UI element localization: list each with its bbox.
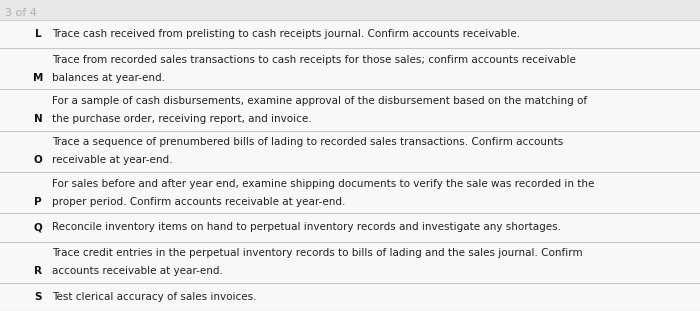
Text: For sales before and after year end, examine shipping documents to verify the sa: For sales before and after year end, exa… <box>52 179 594 188</box>
Text: Trace credit entries in the perpetual inventory records to bills of lading and t: Trace credit entries in the perpetual in… <box>52 248 582 258</box>
Text: N: N <box>34 114 43 124</box>
Text: S: S <box>34 292 42 302</box>
Text: proper period. Confirm accounts receivable at year-end.: proper period. Confirm accounts receivab… <box>52 197 345 207</box>
Text: receivable at year-end.: receivable at year-end. <box>52 156 172 165</box>
Text: balances at year-end.: balances at year-end. <box>52 73 165 83</box>
Text: accounts receivable at year-end.: accounts receivable at year-end. <box>52 266 223 276</box>
Text: M: M <box>33 73 43 83</box>
Text: L: L <box>35 29 41 39</box>
Text: Trace cash received from prelisting to cash receipts journal. Confirm accounts r: Trace cash received from prelisting to c… <box>52 29 520 39</box>
Text: Reconcile inventory items on hand to perpetual inventory records and investigate: Reconcile inventory items on hand to per… <box>52 222 561 232</box>
Text: 3 of 4: 3 of 4 <box>5 8 37 18</box>
Text: Trace from recorded sales transactions to cash receipts for those sales; confirm: Trace from recorded sales transactions t… <box>52 55 576 65</box>
Text: R: R <box>34 266 42 276</box>
Text: O: O <box>34 156 43 165</box>
Text: For a sample of cash disbursements, examine approval of the disbursement based o: For a sample of cash disbursements, exam… <box>52 96 587 106</box>
Text: Q: Q <box>34 222 43 232</box>
Text: Trace a sequence of prenumbered bills of lading to recorded sales transactions. : Trace a sequence of prenumbered bills of… <box>52 137 564 147</box>
Text: P: P <box>34 197 42 207</box>
Bar <box>0 0 700 20</box>
Text: Test clerical accuracy of sales invoices.: Test clerical accuracy of sales invoices… <box>52 292 256 302</box>
Text: the purchase order, receiving report, and invoice.: the purchase order, receiving report, an… <box>52 114 312 124</box>
